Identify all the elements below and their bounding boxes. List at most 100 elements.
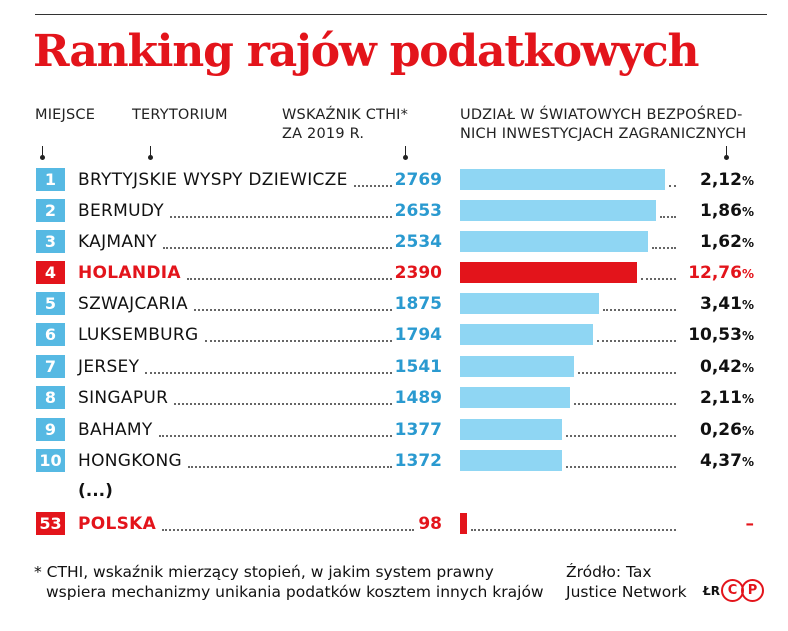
cthi-value: 1372 [394,451,442,471]
cthi-bar [460,200,656,221]
footnote-line2: wspiera mechanizmy unikania podatków kos… [46,583,544,601]
cthi-value: 1489 [394,388,442,408]
territory-name: POLSKA [78,514,157,534]
percent-sign: % [741,455,754,469]
share-number: 12,76 [688,263,742,283]
footnote-line1: * CTHI, wskaźnik mierzący stopień, w jak… [34,563,494,581]
territory-name: BRYTYJSKIE WYSPY DZIEWICZE [78,170,348,190]
percent-sign: % [741,267,754,281]
cthi-bar [460,387,570,408]
cthi-value: 2769 [394,170,442,190]
share-value: 0,42% [680,355,754,379]
leader-dots [566,466,676,468]
cthi-bar [460,513,467,534]
territory-name: KAJMANY [78,232,157,252]
territory-name: HOLANDIA [78,263,181,283]
share-value: 0,26% [680,418,754,442]
cthi-bar [460,169,665,190]
territory-name: HONGKONG [78,451,182,471]
rank-badge: 7 [36,355,65,378]
share-number: 10,53 [688,325,742,345]
share-value: – [680,512,755,536]
cthi-value: 1541 [394,357,442,377]
header-miejsce: MIEJSCE [35,107,96,123]
territory-name: JERSEY [78,357,140,377]
percent-sign: % [741,236,754,250]
rank-badge: 1 [36,168,65,191]
share-value: 4,37% [680,449,754,473]
leader-dots [162,529,414,531]
share-value: 12,76% [680,261,754,285]
rank-badge: 6 [36,323,65,346]
percent-sign: % [741,174,754,188]
cthi-bar [460,450,562,471]
header-cthi-line1: WSKAŹNIK CTHI* [282,107,409,123]
share-number: – [745,514,755,534]
cthi-value: 1875 [394,294,442,314]
leader-dots [158,435,392,437]
percent-sign: % [741,392,754,406]
leader-dots [566,435,676,437]
share-number: 2,12 [700,170,742,190]
ellipsis: (...) [78,481,113,501]
leader-dots [193,309,392,311]
cthi-bar [460,262,637,283]
rank-badge: 3 [36,230,65,253]
share-value: 1,62% [680,230,754,254]
territory-name: SZWAJCARIA [78,294,188,314]
leader-dots [660,216,676,218]
share-number: 1,62 [700,232,742,252]
pointer-share [724,146,729,160]
leader-dots [597,340,676,342]
percent-sign: % [741,361,754,375]
leader-dots [471,529,676,531]
leader-dots [641,278,676,280]
pointer-miejsce [40,146,45,160]
cthi-value: 2390 [394,263,442,283]
leader-dots [174,403,392,405]
rank-badge: 53 [36,512,65,535]
leader-dots [353,185,392,187]
rank-badge: 5 [36,292,65,315]
cthi-value: 1794 [394,325,442,345]
leader-dots [204,340,392,342]
percent-sign: % [741,329,754,343]
cthi-bar [460,356,574,377]
leader-dots [186,278,392,280]
chart-title: Ranking rajów podatkowych [33,26,699,77]
header-share-line1: UDZIAŁ W ŚWIATOWYCH BEZPOŚRED- [460,107,743,123]
cthi-value: 2534 [394,232,442,252]
leader-dots [145,372,392,374]
cthi-bar [460,231,648,252]
territory-name: BERMUDY [78,201,164,221]
cthi-value: 98 [418,514,442,534]
header-share-line2: NICH INWESTYCJACH ZAGRANICZNYCH [460,126,747,142]
share-number: 0,42 [700,357,742,377]
cthi-value: 2653 [394,201,442,221]
share-value: 1,86% [680,199,754,223]
leader-dots [169,216,392,218]
source-line2: Justice Network [566,583,687,601]
share-number: 1,86 [700,201,742,221]
rank-badge: 8 [36,386,65,409]
share-value: 3,41% [680,292,754,316]
percent-sign: % [741,205,754,219]
top-rule [35,14,767,15]
source-line1: Źródło: Tax [566,563,652,581]
header-cthi-line2: ZA 2019 R. [282,126,365,142]
rank-badge: 10 [36,449,65,472]
percent-sign: % [741,424,754,438]
share-number: 4,37 [700,451,742,471]
territory-name: LUKSEMBURG [78,325,199,345]
share-number: 2,11 [700,388,742,408]
rank-badge: 2 [36,199,65,222]
pointer-terytorium [148,146,153,160]
leader-dots [652,247,676,249]
rank-badge: 9 [36,418,65,441]
cthi-bar [460,419,562,440]
share-number: 0,26 [700,420,742,440]
pointer-cthi [403,146,408,160]
share-number: 3,41 [700,294,742,314]
cthi-bar [460,324,593,345]
